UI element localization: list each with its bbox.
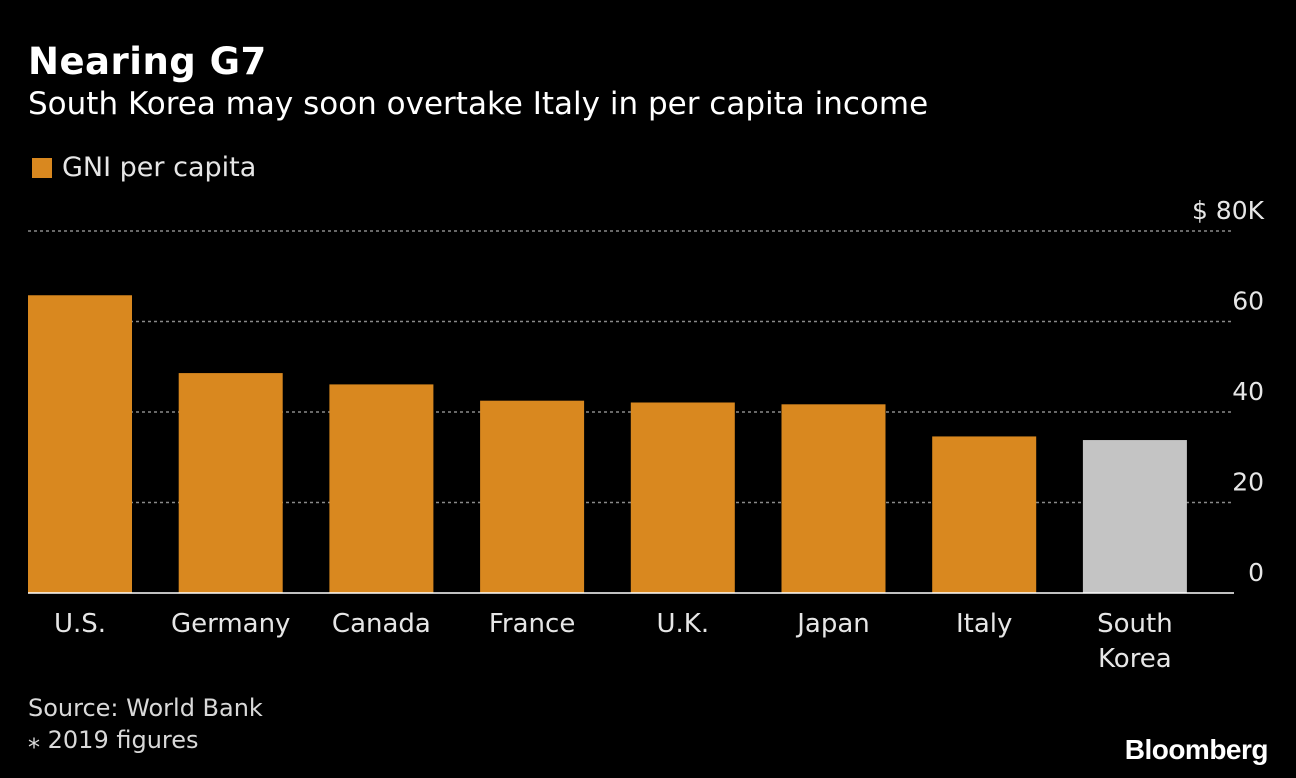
- footnote: ⁎ 2019 figures: [28, 726, 199, 754]
- legend: GNI per capita: [32, 152, 256, 183]
- bar: [480, 400, 585, 593]
- bars: [28, 295, 1187, 593]
- x-tick-labels: U.S. Germany Canada France U.K. Japan Italy Sou…: [54, 609, 1173, 674]
- y-tick-label: $ 80K: [1192, 196, 1265, 225]
- x-tick-label: South Korea: [1097, 609, 1173, 674]
- x-tick-label: U.K.: [656, 609, 709, 639]
- y-tick-labels: 0 20 40 60 $ 80K: [1192, 196, 1265, 587]
- y-tick-label: 0: [1248, 558, 1264, 587]
- bar: [1082, 440, 1187, 593]
- bar: [329, 384, 434, 593]
- y-tick-label: 40: [1232, 377, 1264, 406]
- chart-subtitle: South Korea may soon overtake Italy in p…: [28, 86, 929, 122]
- y-tick-label: 20: [1232, 468, 1264, 497]
- x-tick-label: U.S.: [54, 609, 106, 639]
- bloomberg-logo: Bloomberg: [1124, 734, 1269, 765]
- legend-label: GNI per capita: [62, 152, 257, 183]
- bar: [932, 436, 1037, 593]
- bar: [178, 373, 283, 593]
- bar: [630, 402, 735, 593]
- x-tick-label: France: [489, 609, 575, 639]
- x-tick-label: Germany: [171, 609, 291, 639]
- y-tick-label: 60: [1232, 287, 1264, 316]
- x-tick-label: Japan: [795, 609, 870, 639]
- bar: [781, 404, 886, 593]
- chart-title: Nearing G7: [28, 40, 267, 83]
- x-tick-label: Italy: [956, 609, 1012, 639]
- source-note: Source: World Bank: [28, 694, 263, 722]
- legend-swatch: [32, 157, 52, 178]
- x-tick-label: Canada: [332, 609, 431, 639]
- bar: [28, 295, 132, 593]
